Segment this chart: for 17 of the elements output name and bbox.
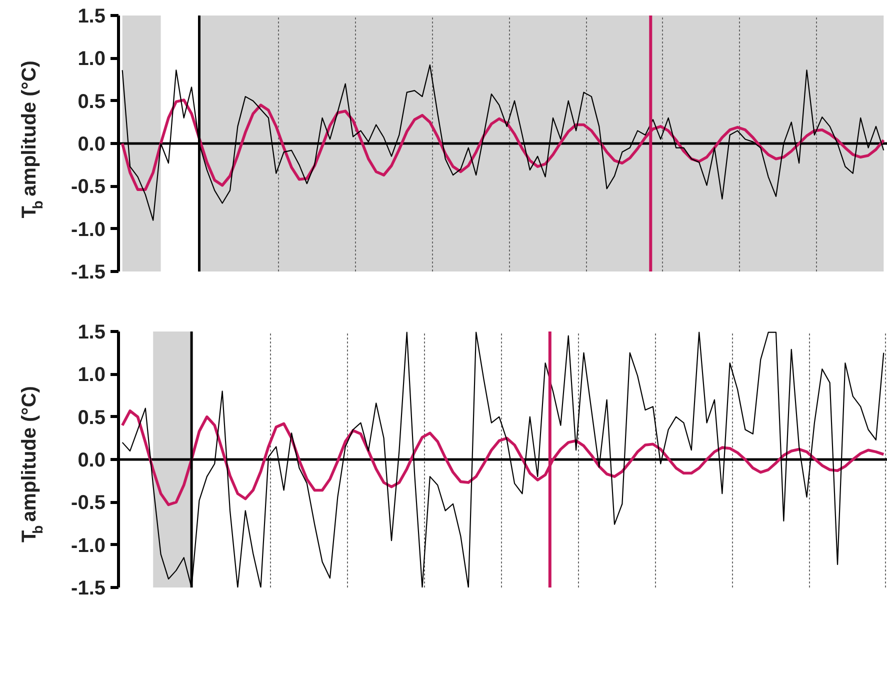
- y-tick-label: 0.0: [78, 450, 106, 472]
- y-axis-title: Tb amplitude (°C): [18, 386, 46, 542]
- y-tick-label: 0.5: [78, 90, 106, 113]
- y-tick-label: 1.0: [78, 364, 106, 386]
- y-tick-label: -1.0: [71, 218, 106, 241]
- y-tick-label: 0.0: [78, 134, 106, 156]
- y-tick-label: 1.5: [78, 322, 106, 344]
- y-tick-label: -1.5: [71, 578, 106, 600]
- y-tick-label: 1.5: [78, 6, 106, 28]
- y-axis-title: Tb amplitude (°C): [18, 60, 46, 218]
- line-series: [122, 332, 884, 588]
- y-tick-label: 0.5: [78, 406, 106, 429]
- y-tick-label: 1.0: [78, 48, 106, 70]
- y-tick-label: -1.5: [71, 262, 106, 284]
- y-tick-label: -0.5: [71, 176, 106, 198]
- y-tick-label: -0.5: [71, 492, 106, 514]
- y-tick-label: -1.0: [71, 534, 106, 557]
